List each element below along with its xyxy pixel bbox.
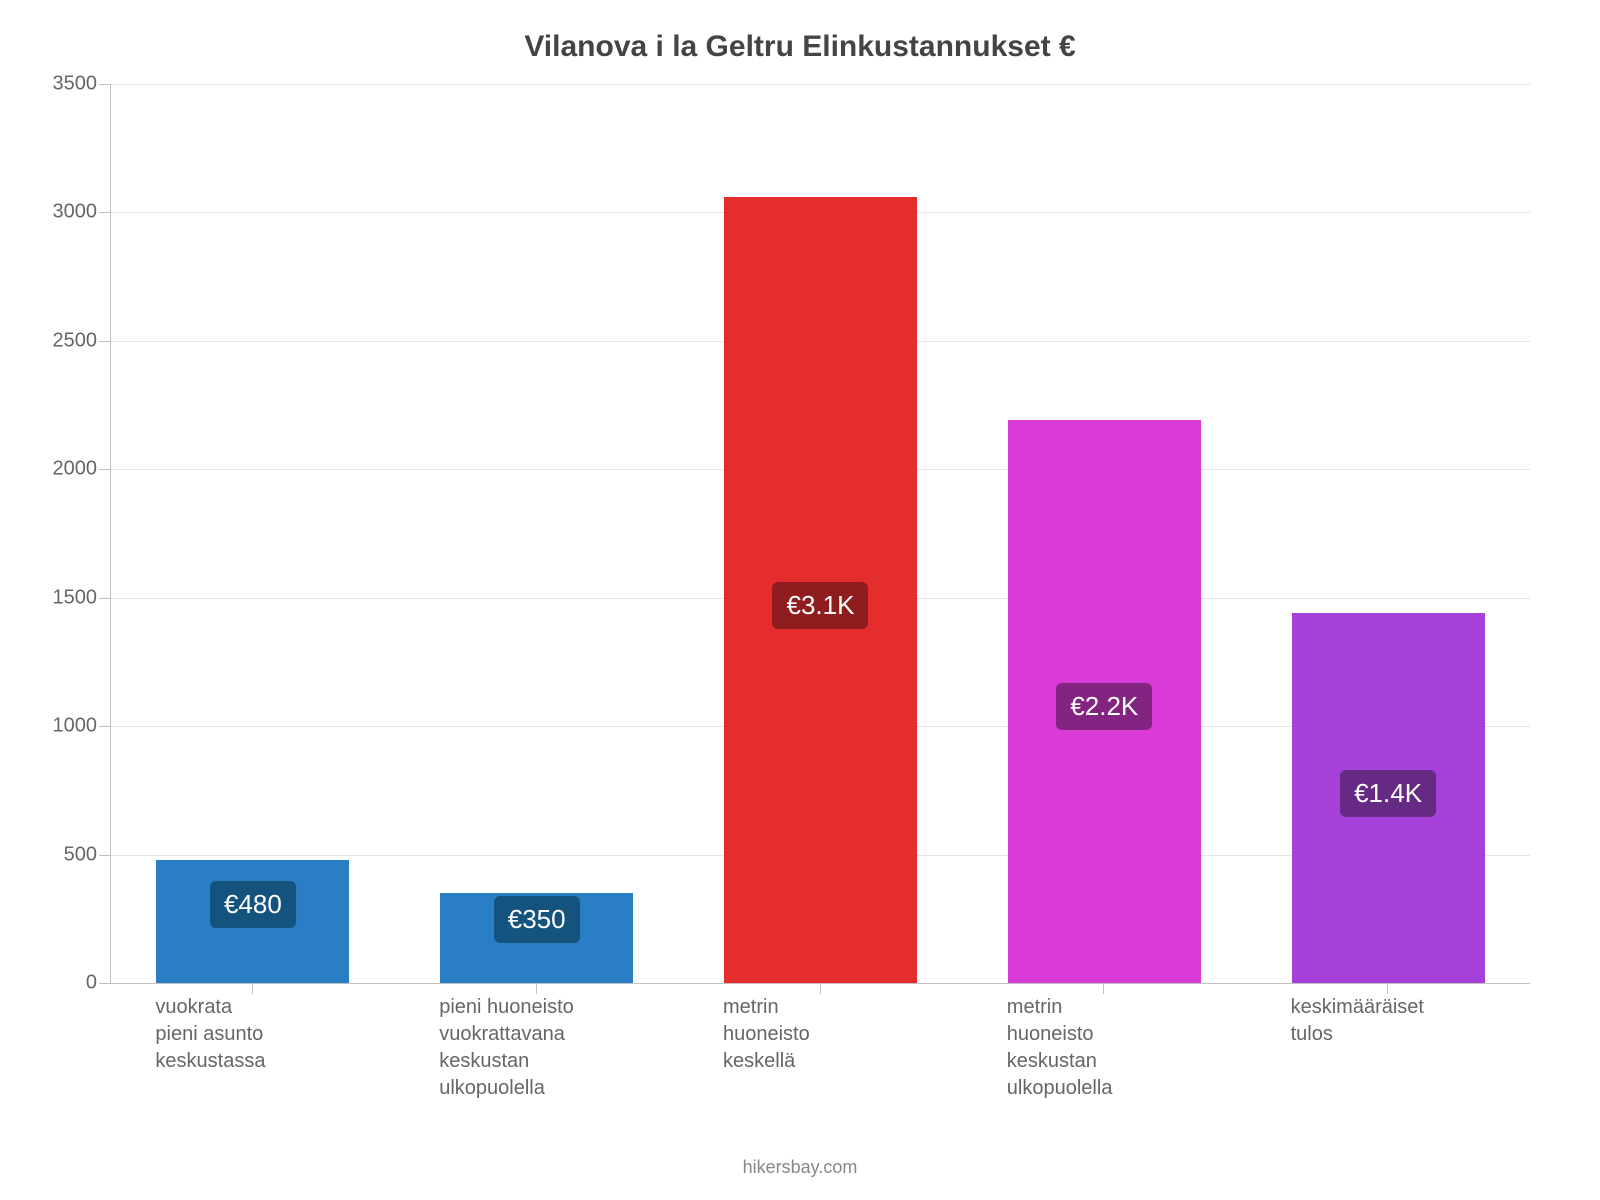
x-tick <box>252 984 253 994</box>
chart-title: Vilanova i la Geltru Elinkustannukset € <box>40 30 1560 64</box>
bar: €1.4K <box>1292 613 1485 983</box>
plot-area: 0500100015002000250030003500€480€350€3.1… <box>110 84 1530 984</box>
value-badge: €3.1K <box>773 582 869 629</box>
value-badge: €350 <box>494 896 580 943</box>
x-tick-label: vuokratapieni asuntokeskustassa <box>155 994 348 1075</box>
attribution-text: hikersbay.com <box>0 1157 1600 1178</box>
x-tick <box>820 984 821 994</box>
value-badge: €1.4K <box>1340 770 1436 817</box>
y-tick-label: 2500 <box>53 329 112 352</box>
bar: €480 <box>156 860 349 983</box>
y-tick-label: 3000 <box>53 201 112 224</box>
y-tick-label: 2000 <box>53 458 112 481</box>
bar: €3.1K <box>724 197 917 983</box>
x-tick <box>1103 984 1104 994</box>
x-tick-label: keskimääräisettulos <box>1291 994 1484 1048</box>
x-axis-labels: vuokratapieni asuntokeskustassa pieni huo… <box>110 994 1530 1154</box>
x-tick-label: metrinhuoneistokeskustanulkopuolella <box>1007 994 1200 1102</box>
y-tick-label: 500 <box>64 843 111 866</box>
y-tick-label: 3500 <box>53 73 112 96</box>
y-tick-label: 1000 <box>53 715 112 738</box>
value-badge: €480 <box>210 881 296 928</box>
x-tick <box>536 984 537 994</box>
grid-line <box>111 84 1530 85</box>
bar: €2.2K <box>1008 420 1201 983</box>
cost-of-living-chart: Vilanova i la Geltru Elinkustannukset € … <box>0 0 1600 1200</box>
y-tick-label: 1500 <box>53 586 112 609</box>
x-tick <box>1387 984 1388 994</box>
y-tick-label: 0 <box>86 972 111 995</box>
bar: €350 <box>440 893 633 983</box>
x-tick-label: metrinhuoneistokeskellä <box>723 994 916 1075</box>
value-badge: €2.2K <box>1056 683 1152 730</box>
x-tick-label: pieni huoneistovuokrattavanakeskustanulk… <box>439 994 632 1102</box>
